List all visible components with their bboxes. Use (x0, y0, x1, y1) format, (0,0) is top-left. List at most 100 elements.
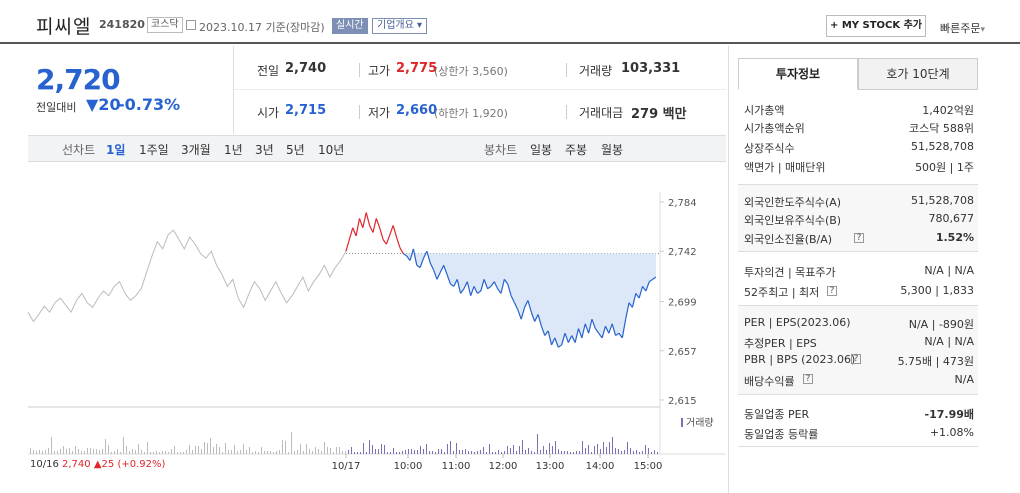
help-icon[interactable]: ? (803, 374, 813, 384)
volume-bar (333, 452, 334, 454)
volume-bar (177, 452, 178, 454)
x-tick-label: 12:00 (489, 461, 518, 472)
line-chart-label: 선차트 (62, 143, 96, 157)
tab-candle-week[interactable]: 주봉 (565, 143, 588, 157)
volume-bar (294, 451, 295, 454)
volume-bar (429, 451, 430, 454)
today-line-segment (588, 319, 593, 334)
today-line-segment (621, 319, 627, 339)
row-sector-change[interactable]: 동일업종 등락률 +1.08% (744, 426, 974, 441)
tab-invest-info[interactable]: 투자정보 (738, 58, 858, 90)
volume-bar (105, 439, 106, 454)
tab-range-3m[interactable]: 3개월 (181, 143, 211, 157)
volume-bar (462, 450, 463, 454)
today-line-segment (625, 302, 630, 320)
today-line-segment (470, 286, 475, 296)
today-line-segment (608, 323, 613, 334)
volume-bar (408, 449, 409, 454)
help-icon[interactable]: ? (827, 286, 837, 296)
row-pbr-bps: PBR | BPS (2023.06) 5.75배 | 473원 (744, 353, 974, 368)
tab-range-1y[interactable]: 1년 (224, 143, 243, 157)
today-line-segment (628, 302, 633, 308)
volume-bar (213, 447, 214, 454)
volume-bar (93, 449, 94, 454)
volume-bar (495, 452, 496, 454)
live-badge[interactable]: 실시간 (332, 18, 368, 34)
divider (738, 305, 978, 306)
change-percent: -0.73% (118, 95, 181, 114)
volume-bar (654, 450, 655, 454)
volume-bar (513, 445, 514, 454)
volume-bar (195, 446, 196, 454)
volume-bar (648, 448, 649, 454)
volume-bar (651, 452, 652, 454)
volume-bar (60, 449, 61, 454)
volume-bar (450, 441, 451, 454)
volume-bar (285, 441, 286, 454)
row-market-cap: 시가총액 1,402억원 (744, 104, 974, 117)
tab-candle-day[interactable]: 일봉 (530, 143, 553, 157)
price-chart[interactable]: 2,784 2,742 2,699 2,657 2,615 10/17 10:00 11:0… (28, 162, 726, 493)
volume-bar (51, 437, 52, 454)
change-value: ▼20 (86, 95, 121, 114)
volume-bar (156, 451, 157, 454)
x-tick-label: 10:00 (394, 461, 423, 472)
tab-range-10y[interactable]: 10년 (318, 143, 345, 157)
divider (234, 89, 726, 90)
tab-range-3y[interactable]: 3년 (255, 143, 274, 157)
volume-bar (48, 448, 49, 454)
volume-bar (87, 448, 88, 454)
volume-bar (471, 451, 472, 454)
open-value: 2,715 (285, 103, 327, 118)
volume-bar (537, 434, 538, 454)
base-date: 2023.10.17 기준(장마감) (199, 21, 325, 34)
tab-range-1d[interactable]: 1일 (106, 143, 126, 157)
volume-bar (153, 452, 154, 454)
today-line-segment (652, 276, 657, 280)
volume-bar (525, 450, 526, 454)
volume-bar (237, 451, 238, 454)
volume-bar (576, 451, 577, 454)
tab-range-5y[interactable]: 5년 (286, 143, 305, 157)
volume-bar (369, 440, 370, 454)
volume-bar (102, 449, 103, 454)
volume-bar (318, 449, 319, 454)
volume-bar (618, 449, 619, 454)
today-line-segment (577, 328, 583, 339)
volume-bar (309, 449, 310, 454)
today-line-segment (450, 283, 455, 287)
high-value: 2,775 (396, 61, 438, 76)
x-tick-label: 11:00 (442, 461, 471, 472)
calendar-icon (186, 20, 196, 30)
volume-bar (480, 450, 481, 454)
today-line-segment (567, 335, 573, 343)
mystock-add-button[interactable]: + MY STOCK 추가 (826, 15, 926, 37)
row-sector-per[interactable]: 동일업종 PER -17.99배 (744, 408, 974, 421)
volume-bar (54, 451, 55, 454)
tab-range-1w[interactable]: 1주일 (139, 143, 169, 157)
volume-bar (510, 448, 511, 454)
corp-info-button[interactable]: 기업개요 ▾ (372, 18, 428, 34)
volume-bar (507, 446, 508, 454)
x-tick-label: 14:00 (586, 461, 615, 472)
today-line-segment (571, 335, 576, 343)
divider (359, 63, 360, 77)
volume-bar (99, 450, 100, 454)
panel-divider (728, 46, 729, 493)
tab-hoga-10[interactable]: 호가 10단계 (858, 58, 978, 90)
today-line-segment (385, 234, 391, 245)
quick-order-button[interactable]: 빠른주문▾ (940, 22, 986, 35)
volume-bar (129, 451, 130, 454)
volume-bar (138, 444, 139, 454)
volume-bar (273, 452, 274, 454)
volume-bar (231, 450, 232, 454)
candle-chart-label: 봉차트 (484, 143, 518, 157)
x-tick-label: 10/17 (332, 461, 361, 472)
today-line-segment (429, 262, 435, 271)
today-line-segment (530, 311, 536, 322)
help-icon[interactable]: ? (854, 233, 864, 243)
help-icon[interactable]: ? (851, 354, 861, 364)
row-market-cap-rank[interactable]: 시가총액순위 코스닥 588위 (744, 122, 974, 135)
x-axis: 10/17 10:00 11:00 12:00 13:00 14:00 15:00 (332, 454, 662, 472)
tab-candle-month[interactable]: 월봉 (601, 143, 624, 157)
